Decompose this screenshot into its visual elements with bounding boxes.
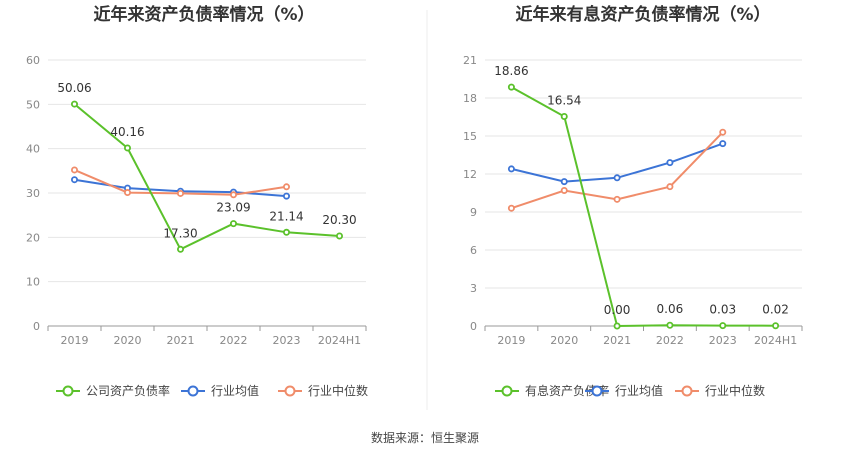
data-point (507, 165, 515, 173)
y-tick-label: 10 (26, 276, 40, 289)
data-point (124, 144, 132, 152)
data-point (71, 166, 79, 174)
legend-label: 行业中位数 (308, 383, 368, 398)
data-point (719, 322, 727, 330)
data-point (560, 178, 568, 186)
data-label: 0.02 (762, 303, 789, 317)
y-tick-label: 0 (470, 320, 477, 333)
data-label: 20.30 (322, 213, 356, 227)
legend-swatch-marker (284, 385, 296, 397)
data-point (507, 83, 515, 91)
x-tick-label: 2019 (61, 334, 89, 347)
data-point (176, 245, 184, 253)
legend-swatch-marker (62, 385, 74, 397)
data-label: 17.30 (163, 226, 197, 240)
data-point (229, 220, 237, 228)
data-label: 50.06 (57, 81, 91, 95)
data-point (124, 189, 132, 197)
y-tick-label: 21 (463, 54, 477, 67)
legend-item: 行业均值 (585, 383, 663, 398)
data-point (282, 192, 290, 200)
legend-item: 行业均值 (181, 383, 259, 398)
y-tick-label: 60 (26, 54, 40, 67)
data-label: 21.14 (269, 209, 303, 223)
data-point (176, 189, 184, 197)
chart-panel-2: 近年来有息资产负债率情况（%） 0 3 6 9 12 15 18 21 2019 2020 2021 2… (463, 4, 803, 398)
legend-item: 公司资产负债率 (56, 383, 170, 398)
x-tick-label: 2020 (550, 334, 578, 347)
y-tick-label: 30 (26, 187, 40, 200)
legend-label: 有息资产负债率 (525, 383, 609, 398)
legend-label: 行业中位数 (705, 383, 765, 398)
x-tick-label: 2022 (220, 334, 248, 347)
data-point (71, 100, 79, 108)
y-tick-label: 40 (26, 143, 40, 156)
series-line-main (73, 103, 340, 251)
data-point (666, 183, 674, 191)
x-tick-label: 2024H1 (754, 334, 797, 347)
data-label: 0.03 (709, 303, 736, 317)
data-point (560, 186, 568, 194)
y-tick-label: 20 (26, 231, 40, 244)
y-tick-label: 18 (463, 92, 477, 105)
legend-label: 行业均值 (211, 383, 259, 398)
x-tick-label: 2021 (603, 334, 631, 347)
data-label: 40.16 (110, 125, 144, 139)
legend-swatch-marker (501, 385, 513, 397)
data-point (719, 128, 727, 136)
chart-panel-1: 近年来资产负债率情况（%） 0 10 20 30 40 50 60 2019 2020 2021 20… (26, 4, 368, 398)
chart-title: 近年来有息资产负债率情况（%） (515, 4, 770, 25)
y-tick-label: 12 (463, 168, 477, 181)
data-label: 23.09 (216, 201, 250, 215)
data-point (666, 321, 674, 329)
legend-item: 有息资产负债率 (495, 383, 609, 398)
legend-label: 公司资产负债率 (86, 383, 170, 398)
data-point (613, 195, 621, 203)
data-point (335, 232, 343, 240)
y-tick-label: 15 (463, 130, 477, 143)
data-point (772, 322, 780, 330)
y-tick-label: 50 (26, 98, 40, 111)
data-point (719, 140, 727, 148)
x-tick-label: 2020 (114, 334, 142, 347)
legend-swatch-marker (681, 385, 693, 397)
x-tick-label: 2023 (709, 334, 737, 347)
x-tick-label: 2021 (167, 334, 195, 347)
y-tick-label: 9 (470, 206, 477, 219)
data-point (560, 112, 568, 120)
data-label: 0.00 (604, 303, 631, 317)
data-point (613, 322, 621, 330)
legend-swatch-marker (187, 385, 199, 397)
data-point (229, 191, 237, 199)
data-point (666, 159, 674, 167)
legend-label: 行业均值 (615, 383, 663, 398)
x-tick-label: 2024H1 (318, 334, 361, 347)
x-tick-label: 2022 (656, 334, 684, 347)
y-tick-label: 3 (470, 282, 477, 295)
legend-item: 行业中位数 (278, 383, 368, 398)
legend-swatch-marker (591, 385, 603, 397)
data-point (282, 183, 290, 191)
data-point (71, 176, 79, 184)
source-note: 数据来源：恒生聚源 (371, 430, 479, 445)
chart-title: 近年来资产负债率情况（%） (93, 4, 314, 25)
data-label: 18.86 (494, 64, 528, 78)
data-point (507, 204, 515, 212)
data-point (282, 228, 290, 236)
data-point (613, 174, 621, 182)
series-line-main (510, 86, 776, 328)
y-tick-label: 6 (470, 244, 477, 257)
legend-item: 行业中位数 (675, 383, 765, 398)
data-label: 0.06 (657, 302, 684, 316)
data-label: 16.54 (547, 93, 581, 107)
x-tick-label: 2019 (497, 334, 525, 347)
x-tick-label: 2023 (273, 334, 301, 347)
y-tick-label: 0 (33, 320, 40, 333)
